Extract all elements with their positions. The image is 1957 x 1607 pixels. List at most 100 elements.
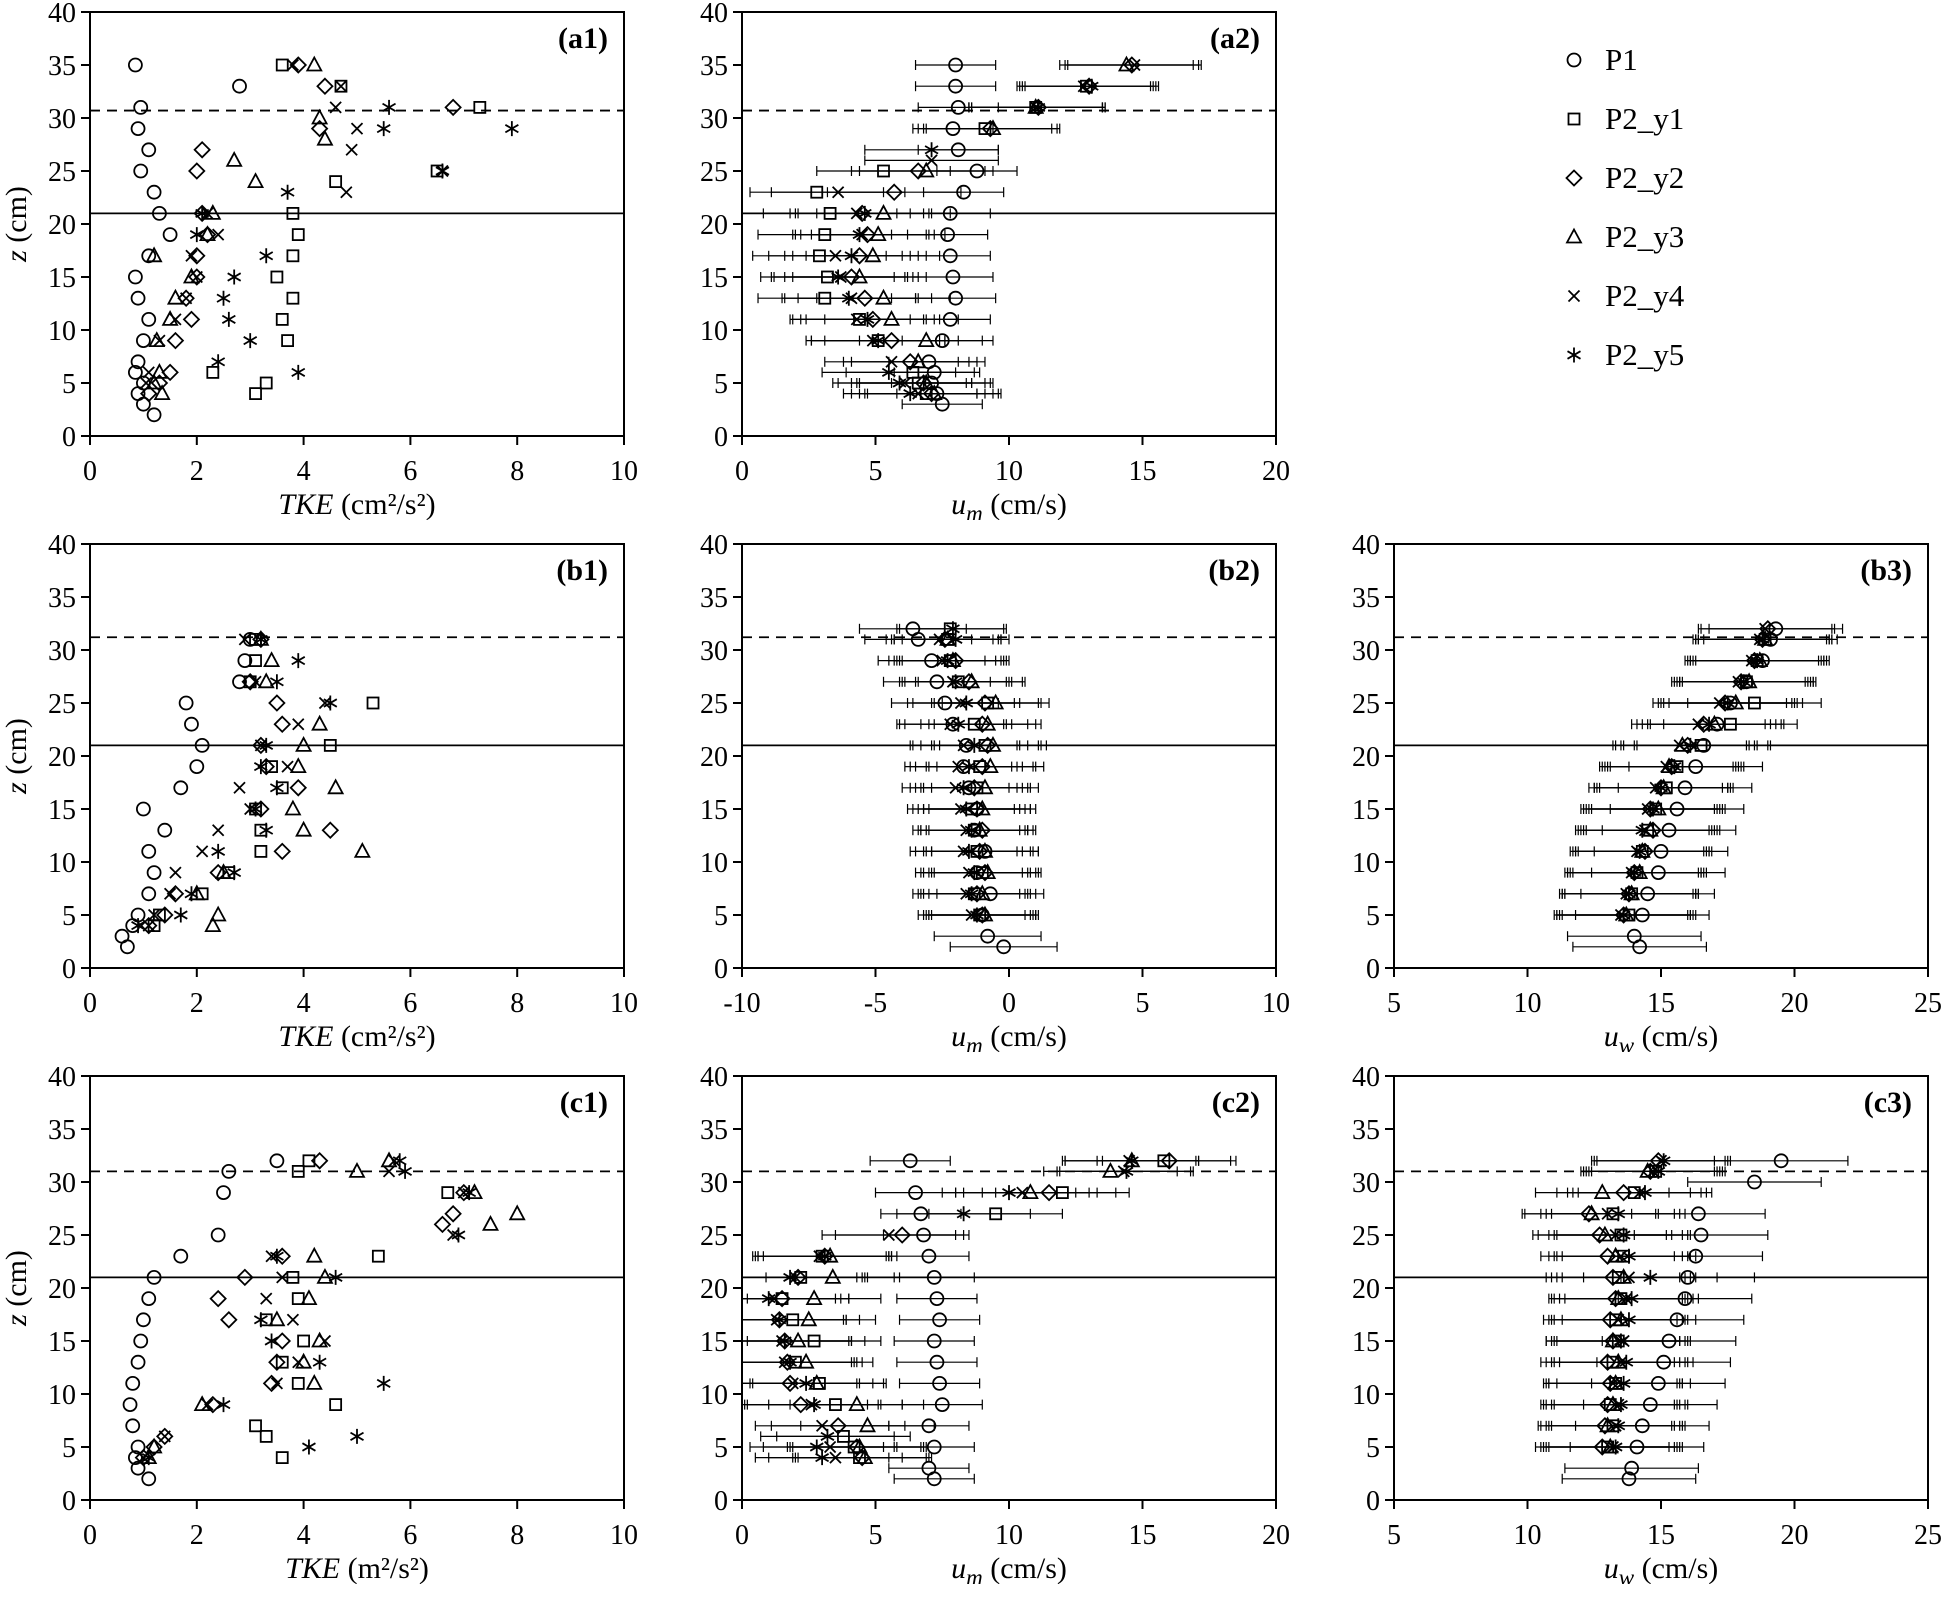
panel-b1: 0 5 10 15 20 25 30 35 40 0 2 4 6 8 10 TKE (cm²/s²) z (cm…: [0, 530, 652, 1064]
svg-text:35: 35: [48, 1115, 76, 1146]
svg-text:5: 5: [1366, 901, 1380, 932]
svg-text:30: 30: [48, 1168, 76, 1199]
svg-text:0: 0: [83, 1520, 97, 1551]
svg-text:30: 30: [700, 104, 728, 135]
series-P2_y4: [767, 1154, 1136, 1464]
errorbars-P2_y5: [1548, 1155, 1732, 1452]
series-P2_y4: [829, 58, 1141, 400]
svg-text:5: 5: [1136, 988, 1150, 1019]
series-P2_y4: [139, 58, 449, 390]
legend-label: P2_y2: [1605, 160, 1685, 195]
svg-text:-10: -10: [723, 988, 760, 1019]
errorbars-P2_y5: [893, 623, 1031, 920]
svg-text:15: 15: [48, 1327, 76, 1358]
svg-text:20: 20: [48, 1274, 76, 1305]
svg-text:15: 15: [1129, 456, 1157, 487]
series-P1: [127, 57, 247, 423]
svg-text:TKE (cm²/s²): TKE (cm²/s²): [278, 1020, 435, 1052]
series-P2_y5: [189, 99, 519, 380]
svg-text:(a2): (a2): [1210, 22, 1260, 55]
svg-text:20: 20: [1262, 1520, 1290, 1551]
svg-text:(b3): (b3): [1860, 554, 1912, 587]
plot-a2: 0 5 10 15 20 25 30 35 40 0 5 10 15 20 um (cm/s) (a2): [700, 0, 1290, 526]
panel-a2: 0 5 10 15 20 25 30 35 40 0 5 10 15 20 um (cm/s) (a2): [652, 0, 1304, 532]
series-P2_y2: [842, 56, 1141, 403]
svg-text:30: 30: [700, 636, 728, 667]
square-marker-icon: [1559, 104, 1589, 134]
series-P2_y5: [141, 1153, 477, 1466]
legend-item-p2y3: P2_y3: [1559, 219, 1956, 255]
svg-text:0: 0: [1366, 954, 1380, 985]
series-P2_y5: [1616, 631, 1770, 923]
series-P1: [921, 57, 985, 412]
panel-c1: 0 5 10 15 20 25 30 35 40 0 2 4 6 8 10 TKE (m²/s²) z (cm)…: [0, 1062, 652, 1596]
svg-text:8: 8: [510, 456, 524, 487]
svg-text:5: 5: [869, 456, 883, 487]
errorbars-P2_y2: [741, 1155, 1237, 1463]
series-P2_y3: [140, 1151, 526, 1464]
svg-text:25: 25: [1352, 1221, 1380, 1252]
svg-text:5: 5: [714, 369, 728, 400]
svg-text:10: 10: [1262, 988, 1290, 1019]
svg-text:um (cm/s): um (cm/s): [951, 1552, 1067, 1584]
svg-text:15: 15: [1352, 795, 1380, 826]
svg-text:10: 10: [1352, 848, 1380, 879]
svg-text:z (cm): z (cm): [0, 186, 33, 263]
svg-text:8: 8: [510, 988, 524, 1019]
svg-text:25: 25: [48, 157, 76, 188]
svg-text:z (cm): z (cm): [0, 718, 33, 795]
svg-text:0: 0: [735, 456, 749, 487]
errorbars-P2_y3: [741, 1155, 1200, 1463]
svg-text:8: 8: [510, 1520, 524, 1551]
svg-text:40: 40: [1352, 532, 1380, 561]
series-P2_y3: [789, 1151, 1141, 1464]
triangle-marker-icon: [1559, 222, 1589, 252]
svg-text:4: 4: [297, 988, 311, 1019]
asterisk-marker-icon: [1559, 340, 1589, 370]
plot-a1: 0 5 10 15 20 25 30 35 40 0 2 4 6 8 10 TKE (cm²/s²) z (cm…: [0, 0, 638, 521]
svg-text:0: 0: [62, 422, 76, 453]
svg-text:6: 6: [403, 1520, 417, 1551]
svg-text:35: 35: [48, 51, 76, 82]
svg-text:20: 20: [1262, 456, 1290, 487]
svg-text:20: 20: [700, 742, 728, 773]
series-P1: [122, 1153, 285, 1487]
svg-text:0: 0: [1002, 988, 1016, 1019]
series-P2_y5: [940, 621, 984, 923]
series-P1: [902, 1153, 950, 1487]
legend-item-p2y1: P2_y1: [1559, 101, 1956, 137]
series-P2_y3: [939, 630, 1005, 922]
plot-c1: 0 5 10 15 20 25 30 35 40 0 2 4 6 8 10 TKE (m²/s²) z (cm)…: [0, 1062, 638, 1585]
svg-text:2: 2: [190, 1520, 204, 1551]
series-P2_y1: [775, 1154, 1171, 1465]
svg-text:30: 30: [48, 636, 76, 667]
svg-text:15: 15: [1647, 988, 1675, 1019]
svg-text:5: 5: [1387, 1520, 1401, 1551]
series-P2_y1: [206, 58, 487, 401]
svg-text:15: 15: [48, 263, 76, 294]
legend-label: P2_y4: [1605, 278, 1685, 313]
svg-text:10: 10: [48, 316, 76, 347]
svg-text:(a1): (a1): [558, 22, 608, 55]
errorbars-P2_y2: [1556, 623, 1836, 920]
svg-text:(b2): (b2): [1208, 554, 1260, 587]
svg-text:um (cm/s): um (cm/s): [951, 1020, 1067, 1052]
svg-text:5: 5: [62, 1433, 76, 1464]
svg-text:0: 0: [62, 1486, 76, 1517]
svg-text:TKE (cm²/s²): TKE (cm²/s²): [278, 488, 435, 520]
errorbars-P2_y4: [741, 1155, 1197, 1463]
series-P2_y1: [249, 1154, 455, 1465]
svg-text:5: 5: [1366, 1433, 1380, 1464]
svg-text:30: 30: [1352, 1168, 1380, 1199]
svg-text:35: 35: [1352, 1115, 1380, 1146]
svg-text:5: 5: [62, 901, 76, 932]
series-P2_y4: [137, 1154, 470, 1464]
svg-text:0: 0: [83, 988, 97, 1019]
svg-text:4: 4: [297, 1520, 311, 1551]
legend-item-p2y4: P2_y4: [1559, 278, 1956, 314]
svg-text:25: 25: [1914, 1520, 1942, 1551]
series-P2_y5: [831, 78, 1099, 402]
svg-text:10: 10: [610, 988, 638, 1019]
svg-text:25: 25: [1914, 988, 1942, 1019]
